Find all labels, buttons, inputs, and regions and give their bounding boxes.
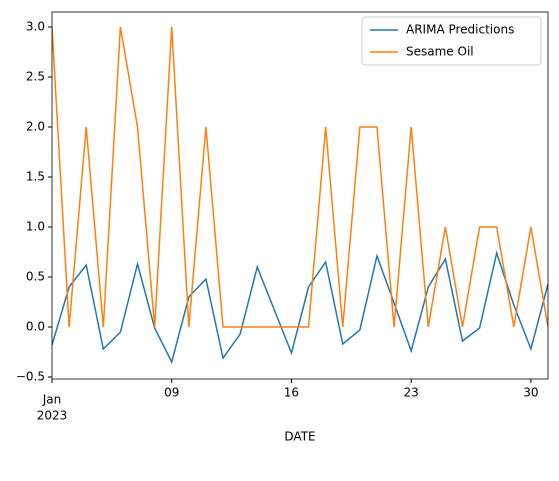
y-tick-label: 1.0 (26, 220, 45, 234)
x-tick-label: 09 (164, 386, 179, 400)
y-tick-label: 0.5 (26, 270, 45, 284)
legend-box (361, 16, 542, 66)
line-series (52, 250, 548, 365)
y-tick-label: 2.0 (26, 120, 45, 134)
y-tick-label: 0.0 (26, 320, 45, 334)
line-series (52, 26, 548, 328)
plot-frame (51, 11, 549, 380)
y-tick-label: 2.5 (26, 70, 45, 84)
legend-label: Sesame Oil (406, 45, 474, 59)
legend-label: ARIMA Predictions (406, 23, 514, 37)
x-axis-label: DATE (284, 430, 315, 444)
x-tick-label: 30 (523, 386, 538, 400)
x-tick-month: Jan (42, 393, 62, 407)
y-tick-label: 3.0 (26, 20, 45, 34)
y-tick-label: 1.5 (26, 170, 45, 184)
x-tick-year: 2023 (37, 409, 68, 423)
x-tick-label: 23 (404, 386, 419, 400)
x-tick-label: 16 (284, 386, 299, 400)
y-tick-label: −0.5 (16, 370, 45, 384)
